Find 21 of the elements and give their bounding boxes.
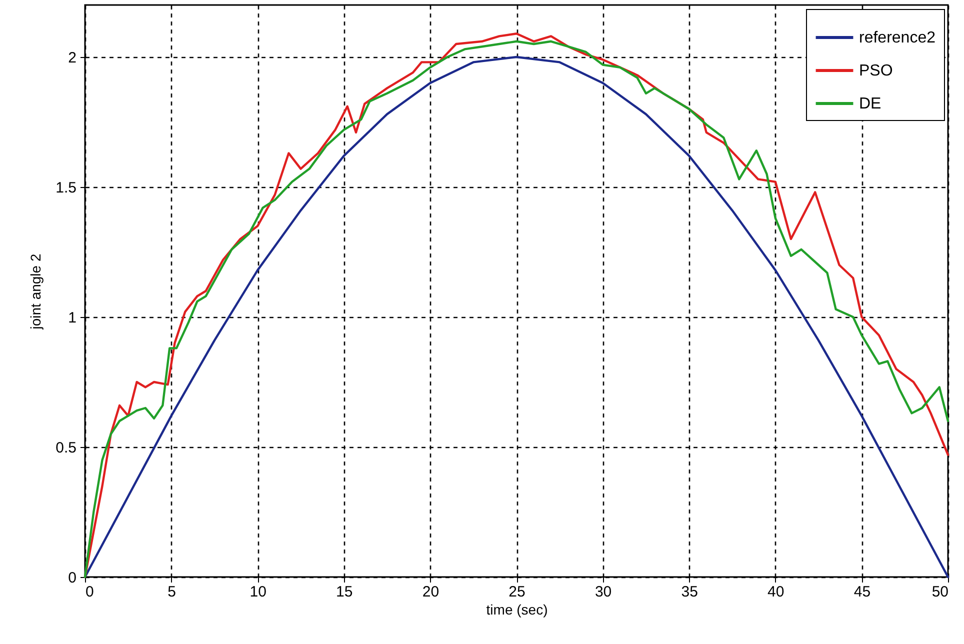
y-tick-label: 0.5	[56, 440, 76, 456]
y-tick-label: 2	[68, 50, 76, 66]
x-tick-label: 10	[250, 584, 266, 600]
x-tick-label: 45	[854, 584, 871, 600]
x-axis-title: time (sec)	[486, 602, 548, 618]
legend-label: DE	[859, 96, 882, 112]
x-tick-label: 30	[594, 584, 612, 600]
x-tick-label: 40	[768, 584, 784, 600]
y-axis-title: joint angle 2	[28, 254, 44, 330]
y-tick-label: 1.5	[56, 180, 76, 196]
x-tick-label: 5	[168, 584, 176, 600]
y-tick-label: 1	[68, 310, 76, 326]
x-tick-label: 20	[422, 584, 440, 600]
x-tick-label: 15	[336, 584, 353, 600]
x-tick-label: 25	[508, 584, 526, 600]
legend-label: reference2	[859, 30, 936, 46]
x-tick-label: 50	[932, 584, 948, 600]
legend-label: PSO	[859, 62, 893, 80]
y-tick-label: 0	[68, 570, 76, 586]
x-tick-label: 0	[86, 584, 94, 600]
x-tick-label: 35	[681, 584, 698, 600]
